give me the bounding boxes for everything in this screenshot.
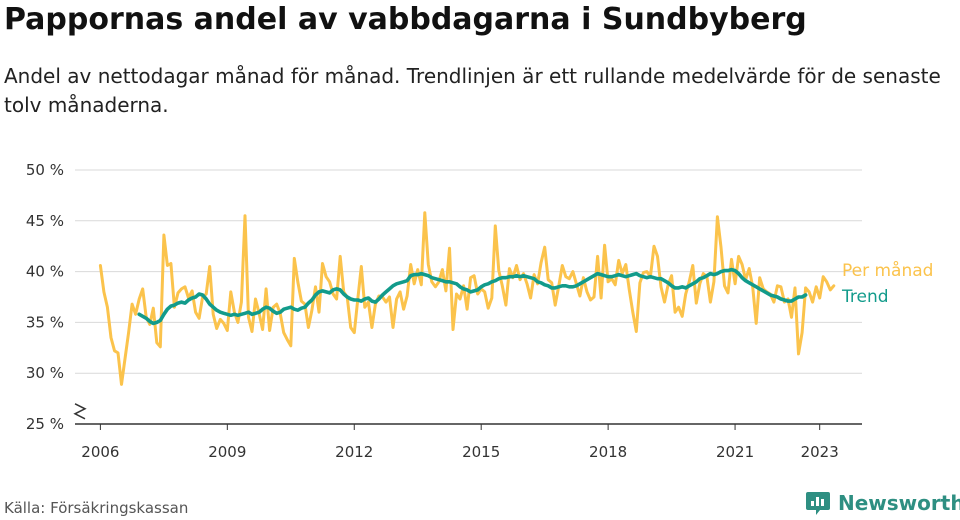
x-tick-label: 2015 [462, 443, 500, 461]
series-legend: Per månad Trend [841, 260, 933, 307]
series-line-trend [137, 267, 808, 326]
chart-title: Pappornas andel av vabbdagarna i Sundbyb… [4, 2, 807, 37]
y-tick-label: 30 % [26, 364, 64, 382]
x-tick-label: 2006 [81, 443, 119, 461]
newsworthy-logo-icon [806, 492, 830, 515]
x-tick-label: 2021 [716, 443, 754, 461]
y-tick-label: 45 % [26, 212, 64, 230]
axis-break-icon [73, 403, 87, 420]
x-axis-ticks: 2006 2009 2012 2015 2018 2021 2023 [81, 424, 839, 461]
line-chart: 25 % 30 % 35 % 40 % 45 % 50 % 2006 2009 2012 201… [26, 161, 934, 461]
x-tick-label: 2012 [335, 443, 373, 461]
x-tick-label: 2018 [589, 443, 627, 461]
series-lines [98, 211, 836, 386]
legend-label: Trend [841, 287, 889, 307]
chart-subtitle: Andel av nettodagar månad för månad. Tre… [4, 64, 941, 117]
y-tick-label: 25 % [26, 415, 64, 433]
y-tick-label: 35 % [26, 313, 64, 331]
series-line-per-manad [98, 211, 836, 386]
source-note: Källa: Försäkringskassan [4, 499, 189, 517]
x-tick-label: 2009 [208, 443, 246, 461]
legend-label: Per månad [842, 260, 933, 281]
y-tick-label: 50 % [26, 161, 64, 179]
brand-logo[interactable]: Newsworthy [805, 490, 960, 516]
brand-name: Newsworthy [838, 491, 960, 515]
y-axis-ticks: 25 % 30 % 35 % 40 % 45 % 50 % [26, 161, 64, 433]
y-tick-label: 40 % [26, 263, 64, 281]
x-tick-label: 2023 [801, 443, 839, 461]
